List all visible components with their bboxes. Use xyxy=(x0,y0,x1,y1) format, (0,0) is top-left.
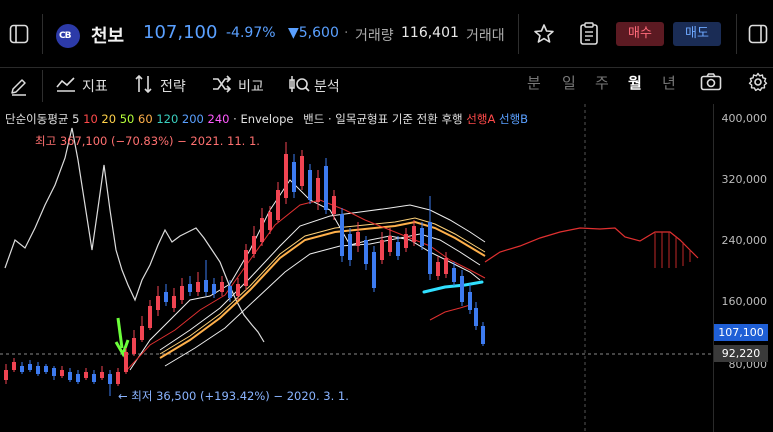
price-axis[interactable]: 400,000 320,000 240,000 160,000 80,000 xyxy=(714,104,773,432)
ma120-label: 120 xyxy=(156,112,179,126)
axis-label-400000: 400,000 xyxy=(721,112,768,125)
current-price: 107,100 xyxy=(143,22,218,43)
header-bar: CB 천보 107,100 -4.97% ▼5,600 · 거래량 116,40… xyxy=(0,0,773,68)
axis-label-160000: 160,000 xyxy=(721,295,768,308)
band-ichimoku-label: 밴드 · 일목균형표 기준 전환 후행 xyxy=(303,112,463,126)
star-icon[interactable] xyxy=(532,22,556,46)
lagging-span-line xyxy=(4,127,265,343)
volume-label: 거래량 xyxy=(355,28,394,44)
pencil-icon[interactable] xyxy=(9,76,29,96)
memo-icon[interactable] xyxy=(578,22,600,46)
divider xyxy=(42,70,43,102)
period-month[interactable]: 월 xyxy=(628,74,642,92)
sidebar-toggle-icon[interactable] xyxy=(9,24,29,44)
indicator-icon xyxy=(56,77,75,92)
change-amount: ▼5,600 xyxy=(288,25,339,41)
ma120-line xyxy=(429,304,471,321)
period-minute[interactable]: 분 xyxy=(527,74,541,92)
axis-label-240000: 240,000 xyxy=(721,234,768,247)
ma5-line xyxy=(129,179,481,371)
compare-icon xyxy=(213,75,232,93)
indicator-legend[interactable]: 단순이동평균 5 10 20 50 60 120 200 240 · Envel… xyxy=(5,111,528,127)
camera-icon[interactable] xyxy=(700,72,722,92)
separator: · xyxy=(344,25,349,41)
axis-label-320000: 320,000 xyxy=(721,173,768,186)
analysis-button[interactable]: 분석 xyxy=(288,73,350,97)
amount-label: 거래대금 xyxy=(466,28,504,44)
arrow-down-icon xyxy=(114,317,130,358)
crosshair-price-tag: 92,220 xyxy=(714,345,768,362)
high-price-annotation: 최고 367,100 (−70.83%) − 2021. 11. 1. xyxy=(35,134,260,148)
volume-value: 116,401 xyxy=(401,25,459,41)
gear-icon[interactable] xyxy=(748,72,768,92)
span-a-label: 선행A xyxy=(466,112,496,126)
stock-name[interactable]: 천보 xyxy=(91,26,125,47)
current-price-tag: 107,100 xyxy=(714,324,768,341)
ma200-label: 200 xyxy=(181,112,204,126)
strategy-button[interactable]: 전략 xyxy=(134,73,196,97)
period-day[interactable]: 일 xyxy=(562,74,576,92)
divider xyxy=(42,14,43,54)
strategy-icon xyxy=(135,75,152,93)
cloud-shading xyxy=(654,232,691,268)
period-year[interactable]: 년 xyxy=(662,74,676,92)
ma20-label: 20 xyxy=(101,112,117,126)
divider xyxy=(736,14,737,54)
price-axis-border xyxy=(713,104,714,432)
ma-label: 단순이동평균 xyxy=(5,112,69,126)
ma240-label: 240 xyxy=(207,112,230,126)
trend-line-cyan xyxy=(422,280,484,294)
candles xyxy=(4,142,485,396)
buy-button[interactable]: 매수 xyxy=(616,22,664,46)
chart-toolbar: 지표 전략 비교 분석 xyxy=(0,68,773,104)
analysis-icon xyxy=(289,76,310,92)
ma10-label: 10 xyxy=(83,112,98,126)
indicator-button[interactable]: 지표 xyxy=(56,73,118,97)
low-price-annotation: ← 최저 36,500 (+193.42%) − 2020. 3. 1. xyxy=(118,389,349,403)
span-b-label: 선행B xyxy=(498,112,529,126)
envelope-upper xyxy=(159,204,486,351)
envelope-label: · Envelope xyxy=(233,112,294,126)
sell-button[interactable]: 매도 xyxy=(673,22,721,46)
change-percent: -4.97% xyxy=(226,25,276,41)
ma10-line xyxy=(159,217,486,355)
compare-button[interactable]: 비교 xyxy=(212,73,274,97)
ma5-label: 5 xyxy=(72,112,80,126)
stock-logo: CB xyxy=(56,24,80,48)
panel-toggle-icon[interactable] xyxy=(748,24,768,44)
price-chart[interactable] xyxy=(0,104,713,432)
leading-span-line xyxy=(484,227,699,263)
ma60-label: 60 xyxy=(138,112,153,126)
period-week[interactable]: 주 xyxy=(595,74,609,92)
divider xyxy=(518,14,519,54)
ma50-label: 50 xyxy=(119,112,135,126)
